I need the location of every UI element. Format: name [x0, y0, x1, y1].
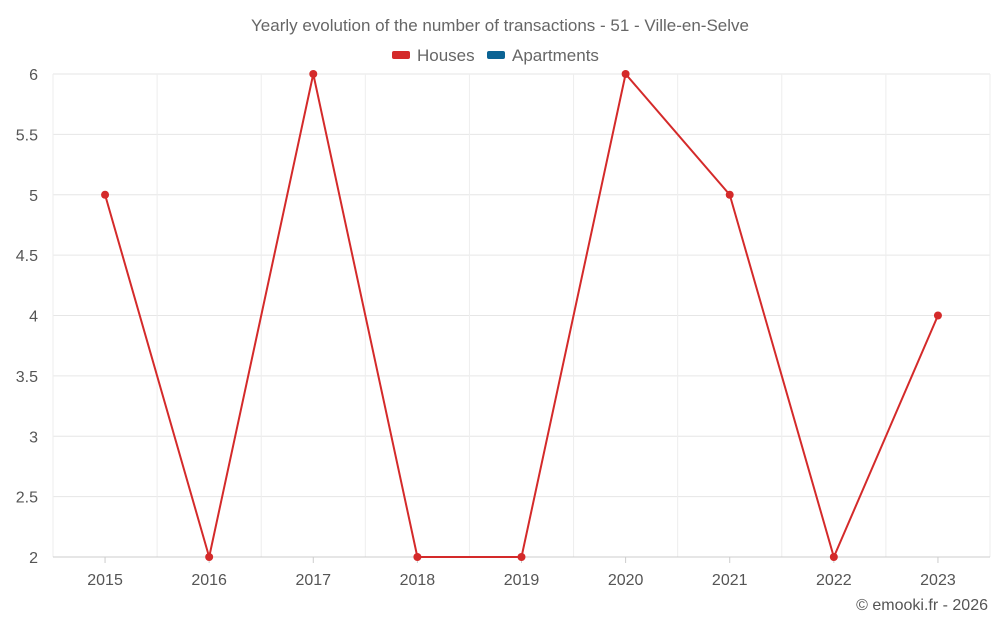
y-tick-label: 3.5	[16, 369, 38, 386]
data-point-houses[interactable]	[101, 190, 110, 199]
x-tick-label: 2023	[920, 572, 956, 589]
legend-label-houses: Houses	[417, 46, 475, 65]
y-tick-label: 2	[29, 550, 38, 567]
data-point-houses[interactable]	[725, 190, 734, 199]
legend-swatch-houses	[392, 51, 410, 59]
x-tick-label: 2015	[87, 572, 123, 589]
y-tick-label: 4.5	[16, 248, 38, 265]
legend-label-apartments: Apartments	[512, 46, 599, 65]
series-houses	[101, 70, 942, 561]
data-point-houses[interactable]	[517, 553, 526, 561]
axes: 2 2.5 3 3.5 4 4.5 5 5.5 6 2015 2016 2017 2018 2019 202…	[16, 67, 990, 589]
x-tick-label: 2022	[816, 572, 852, 589]
data-point-houses[interactable]	[621, 70, 630, 78]
data-point-houses[interactable]	[205, 553, 214, 561]
legend-swatch-apartments	[487, 51, 505, 59]
data-point-houses[interactable]	[933, 311, 942, 320]
x-tick-label: 2019	[504, 572, 540, 589]
data-point-houses[interactable]	[829, 553, 838, 561]
x-tick-label: 2016	[191, 572, 227, 589]
credit-text: © emooki.fr - 2026	[856, 597, 988, 614]
legend-item-houses[interactable]: Houses	[392, 46, 475, 65]
x-tick-label: 2021	[712, 572, 748, 589]
y-tick-label: 4	[29, 309, 38, 326]
x-tick-label: 2020	[608, 572, 644, 589]
x-tick-label: 2018	[400, 572, 436, 589]
data-point-houses[interactable]	[413, 553, 422, 561]
legend: Houses Apartments	[392, 46, 599, 65]
y-tick-label: 2.5	[16, 490, 38, 507]
y-tick-label: 5.5	[16, 127, 38, 144]
gridlines	[52, 73, 991, 558]
y-tick-label: 3	[29, 429, 38, 446]
legend-item-apartments[interactable]: Apartments	[487, 46, 599, 65]
y-tick-label: 5	[29, 188, 38, 205]
chart-title: Yearly evolution of the number of transa…	[251, 16, 749, 35]
x-tick-label: 2017	[295, 572, 331, 589]
data-point-houses[interactable]	[309, 70, 318, 78]
y-tick-label: 6	[29, 67, 38, 84]
